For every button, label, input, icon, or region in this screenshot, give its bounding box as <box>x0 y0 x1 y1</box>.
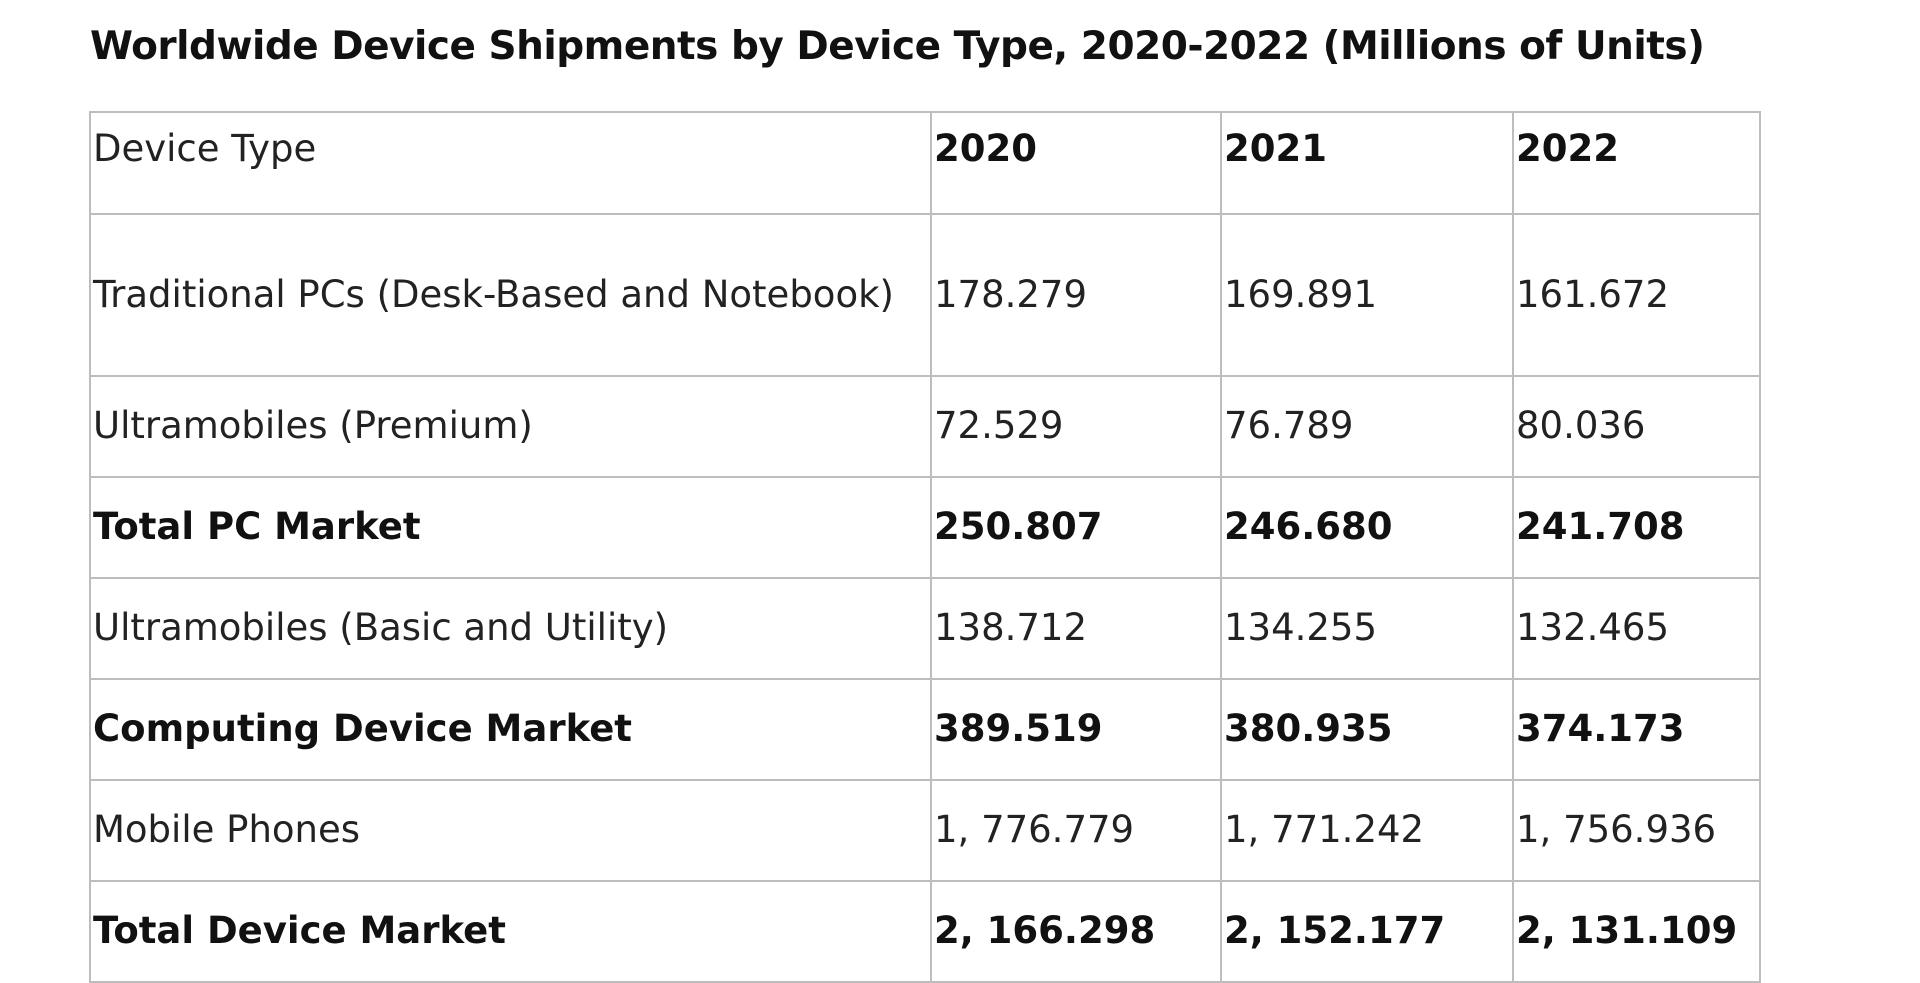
column-header-2020: 2020 <box>930 111 1222 215</box>
table-row-total-device-market: Total Device Market 2, 166.298 2, 152.17… <box>89 880 1761 983</box>
cell-2021: 246.680 <box>1220 476 1514 579</box>
row-label: Ultramobiles (Basic and Utility) <box>89 577 932 680</box>
cell-2021: 2, 152.177 <box>1220 880 1514 983</box>
table-row-total-pc-market: Total PC Market 250.807 246.680 241.708 <box>89 476 1761 579</box>
cell-2020: 1, 776.779 <box>930 779 1222 882</box>
table-row-computing-device-market: Computing Device Market 389.519 380.935 … <box>89 678 1761 781</box>
table-row-ultramobiles-basic: Ultramobiles (Basic and Utility) 138.712… <box>89 577 1761 680</box>
row-label: Total Device Market <box>89 880 932 983</box>
row-label: Traditional PCs (Desk-Based and Notebook… <box>89 213 932 377</box>
device-shipments-table: Device Type 2020 2021 2022 Traditional P… <box>89 111 1761 983</box>
cell-2020: 72.529 <box>930 375 1222 478</box>
cell-2022: 374.173 <box>1512 678 1761 781</box>
cell-2022: 241.708 <box>1512 476 1761 579</box>
cell-2020: 389.519 <box>930 678 1222 781</box>
cell-2022: 161.672 <box>1512 213 1761 377</box>
cell-2022: 1, 756.936 <box>1512 779 1761 882</box>
cell-2022: 80.036 <box>1512 375 1761 478</box>
column-header-2022: 2022 <box>1512 111 1761 215</box>
cell-2021: 76.789 <box>1220 375 1514 478</box>
cell-2021: 134.255 <box>1220 577 1514 680</box>
row-label: Mobile Phones <box>89 779 932 882</box>
header-row: Device Type 2020 2021 2022 <box>89 111 1761 215</box>
cell-2022: 2, 131.109 <box>1512 880 1761 983</box>
row-label: Computing Device Market <box>89 678 932 781</box>
cell-2021: 169.891 <box>1220 213 1514 377</box>
cell-2021: 1, 771.242 <box>1220 779 1514 882</box>
table-row-ultramobiles-premium: Ultramobiles (Premium) 72.529 76.789 80.… <box>89 375 1761 478</box>
cell-2020: 178.279 <box>930 213 1222 377</box>
row-label: Ultramobiles (Premium) <box>89 375 932 478</box>
row-label: Total PC Market <box>89 476 932 579</box>
cell-2020: 138.712 <box>930 577 1222 680</box>
cell-2020: 250.807 <box>930 476 1222 579</box>
table-row-mobile-phones: Mobile Phones 1, 776.779 1, 771.242 1, 7… <box>89 779 1761 882</box>
cell-2021: 380.935 <box>1220 678 1514 781</box>
table-title: Worldwide Device Shipments by Device Typ… <box>90 24 1705 69</box>
table-row-traditional-pcs: Traditional PCs (Desk-Based and Notebook… <box>89 213 1761 377</box>
column-header-2021: 2021 <box>1220 111 1514 215</box>
cell-2020: 2, 166.298 <box>930 880 1222 983</box>
column-header-device-type: Device Type <box>89 111 932 215</box>
cell-2022: 132.465 <box>1512 577 1761 680</box>
